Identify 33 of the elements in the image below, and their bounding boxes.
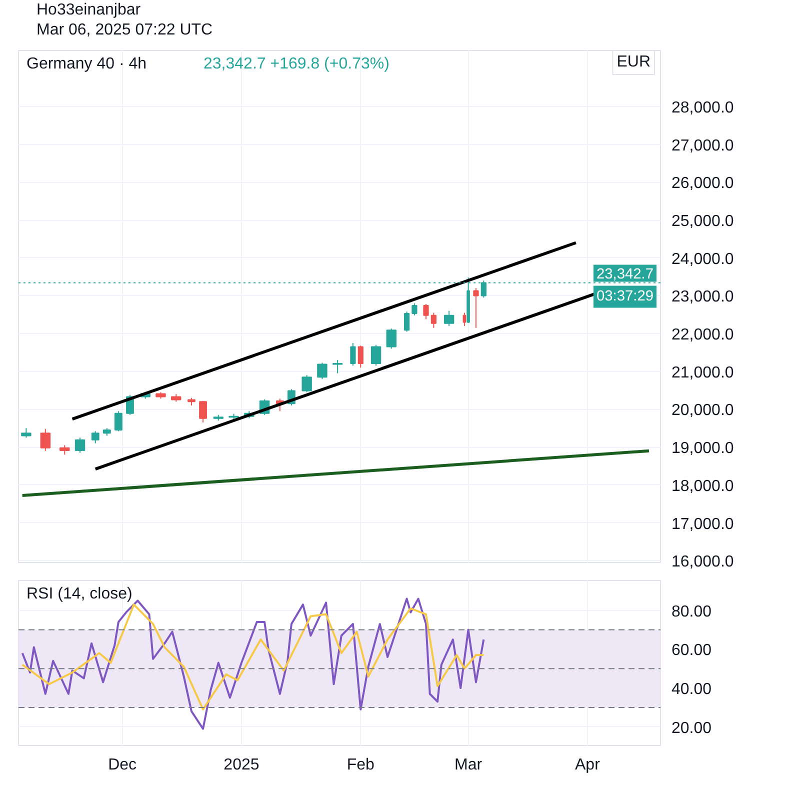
y-tick-label: 25,000.0	[672, 213, 734, 230]
text: Ho33einanjbar	[36, 2, 142, 18]
y-tick-label: 21,000.0	[672, 364, 734, 382]
x-tick-label: Feb	[346, 756, 375, 774]
y-tick-label: 23,000.0	[672, 288, 734, 306]
y-tick-label: 18,000.0	[672, 478, 734, 495]
ref-line-label: 23,342.7	[596, 266, 654, 283]
candlestick	[199, 400, 207, 423]
y-tick-label: 27,000.0	[672, 137, 734, 154]
y-tick-label: 24,000.0	[672, 250, 734, 268]
text: Mar 06, 2025 07:22 UTC	[36, 22, 213, 38]
y-tick-label: 28,000.0	[672, 100, 734, 117]
chart-subtitle: 23,342.7 +169.8 (+0.73%)	[204, 56, 390, 72]
y-tick-label: 26,000.0	[672, 175, 734, 192]
y-tick-label: 40.00	[672, 681, 712, 698]
y-tick-label: 80.00	[672, 603, 712, 620]
x-tick-label: Mar	[454, 756, 483, 774]
y-tick-label: 20,000.0	[672, 402, 734, 420]
x-tick-label: 2025	[224, 756, 260, 774]
line-series	[21, 604, 485, 710]
annotation: 03:37:29	[596, 288, 654, 305]
x-tick-label: Dec	[108, 756, 137, 774]
x-tick-label: Apr	[575, 756, 601, 774]
chart-title: Germany 40 · 4h	[26, 56, 147, 72]
y-tick-label: 17,000.0	[672, 516, 734, 533]
y-tick-label: 20.00	[672, 720, 712, 737]
y-tick-label: 60.00	[672, 642, 712, 660]
y-tick-label: 16,000.0	[672, 554, 734, 571]
y-tick-label: 22,000.0	[672, 326, 734, 344]
annotation: EUR	[616, 54, 650, 70]
chart-title: RSI (14, close)	[26, 586, 132, 602]
y-tick-label: 19,000.0	[672, 440, 734, 458]
candlestick	[91, 430, 100, 444]
